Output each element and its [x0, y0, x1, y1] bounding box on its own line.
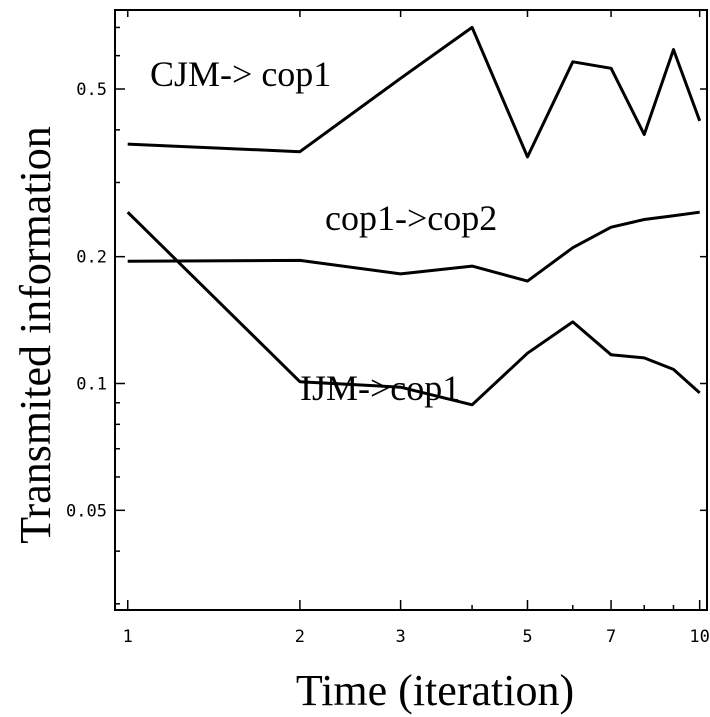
- series-labels: CJM-> cop1 cop1->cop2 IJM->cop1: [150, 54, 497, 408]
- x-tick-label: 5: [522, 627, 532, 647]
- series-label-3: IJM->cop1: [300, 368, 460, 408]
- x-tick-label: 1: [123, 627, 133, 647]
- series-line-2: [127, 210, 700, 283]
- y-tick-label: 0.1: [76, 374, 107, 394]
- y-axis-title: Transmited information: [11, 126, 60, 544]
- x-axis: 1 2 3 5 7 10: [123, 10, 710, 647]
- x-tick-label: 10: [689, 627, 709, 647]
- x-axis-title: Time (iteration): [296, 666, 574, 715]
- series-label-1: CJM-> cop1: [150, 54, 331, 94]
- x-tick-label: 2: [295, 627, 305, 647]
- series-line-1: [127, 25, 702, 159]
- plot-frame: [114, 9, 708, 611]
- y-tick-label: 0.5: [76, 80, 107, 100]
- series-line-3: [126, 211, 701, 407]
- x-tick-label: 3: [395, 627, 405, 647]
- y-tick-label: 0.2: [76, 248, 107, 268]
- series-lines: [126, 25, 702, 407]
- y-axis: 0.05 0.1 0.2 0.5: [66, 26, 707, 605]
- y-tick-label: 0.05: [66, 501, 107, 521]
- x-tick-label: 7: [606, 627, 616, 647]
- series-label-2: cop1->cop2: [325, 198, 497, 238]
